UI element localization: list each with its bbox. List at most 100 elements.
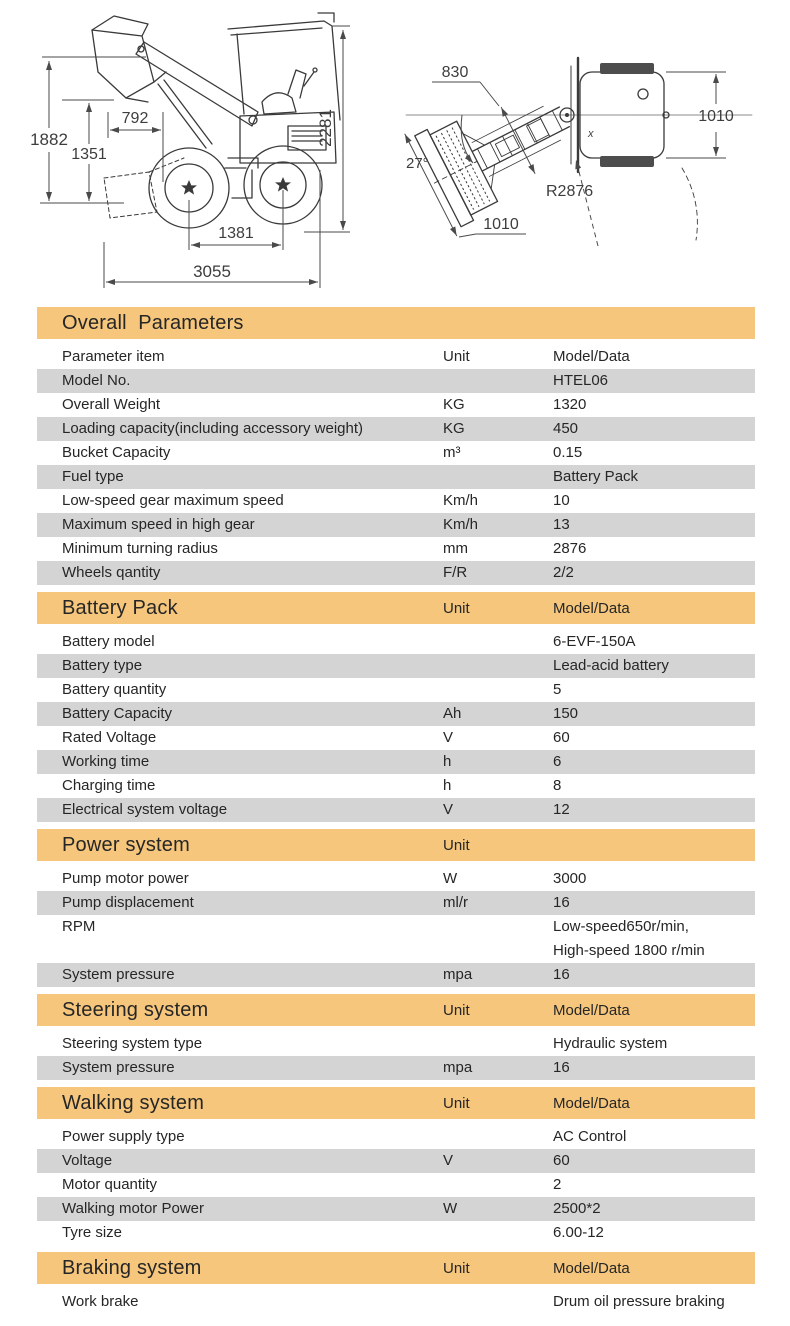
section-header: Battery Pack Unit Model/Data bbox=[37, 592, 755, 624]
table-row: Maximum speed in high gear Km/h 13 bbox=[37, 513, 755, 537]
param-value: 60 bbox=[553, 1152, 570, 1169]
param-value: 2500*2 bbox=[553, 1200, 601, 1217]
param-value: 8 bbox=[553, 777, 562, 794]
table-row: Charging time h 8 bbox=[37, 774, 755, 798]
param-label: Wheels qantity bbox=[62, 564, 161, 581]
param-unit: V bbox=[443, 1152, 454, 1169]
table-row: Wheels qantity F/R 2/2 bbox=[37, 561, 755, 585]
section-header: Power system Unit bbox=[37, 829, 755, 861]
loader-top-outline bbox=[404, 56, 753, 241]
spec-section: Braking system Unit Model/Data Work brak… bbox=[37, 1252, 755, 1314]
loader-side-view-drawing: 1882 1351 792 2281 1381 3055 bbox=[30, 12, 350, 288]
spec-section: Overall Parameters Parameter item Unit M… bbox=[37, 307, 755, 585]
param-label: Bucket Capacity bbox=[62, 444, 171, 461]
param-unit: W bbox=[443, 1200, 458, 1217]
section-title: Steering system bbox=[62, 998, 209, 1021]
section-data-label: Model/Data bbox=[553, 599, 630, 617]
param-label: Pump displacement bbox=[62, 894, 194, 911]
section-title: Power system bbox=[62, 833, 190, 856]
table-row: Pump motor power W 3000 bbox=[37, 867, 755, 891]
table-row: Bucket Capacity m³ 0.15 bbox=[37, 441, 755, 465]
spec-table: Overall Parameters Parameter item Unit M… bbox=[37, 307, 755, 1314]
section-unit-label: Unit bbox=[443, 1094, 470, 1112]
param-unit bbox=[443, 630, 553, 654]
param-unit bbox=[443, 369, 553, 393]
table-row: Battery type Lead-acid battery bbox=[37, 654, 755, 678]
rear-hub-star bbox=[275, 177, 291, 192]
param-value: 16 bbox=[553, 966, 570, 983]
param-value: 5 bbox=[553, 681, 562, 698]
param-label: Battery Capacity bbox=[62, 705, 173, 722]
param-unit: W bbox=[443, 870, 458, 887]
param-unit: h bbox=[443, 753, 452, 770]
technical-drawings: 1882 1351 792 2281 1381 3055 bbox=[0, 0, 790, 300]
param-value: 2 bbox=[553, 1176, 562, 1193]
section-data-label: Model/Data bbox=[553, 1259, 630, 1277]
param-value: Battery Pack bbox=[553, 468, 639, 485]
section-rows: Work brake Drum oil pressure braking bbox=[37, 1290, 755, 1314]
param-unit bbox=[443, 1221, 553, 1245]
param-unit: KG bbox=[443, 420, 465, 437]
param-label: Steering system type bbox=[62, 1035, 203, 1052]
param-value: 2/2 bbox=[553, 564, 574, 581]
spec-section: Steering system Unit Model/Data Steering… bbox=[37, 994, 755, 1080]
front-hub-star bbox=[181, 180, 197, 195]
param-label: Working time bbox=[62, 753, 150, 770]
param-unit bbox=[443, 678, 553, 702]
param-label: Pump motor power bbox=[62, 870, 189, 887]
table-row: Parameter item Unit Model/Data bbox=[37, 345, 755, 369]
param-unit: mpa bbox=[443, 1059, 473, 1076]
param-label: Minimum turning radius bbox=[62, 540, 218, 557]
param-label: Battery quantity bbox=[62, 681, 167, 698]
section-data-label: Model/Data bbox=[553, 1094, 630, 1112]
param-unit: mm bbox=[443, 540, 468, 557]
param-unit bbox=[443, 465, 553, 489]
param-unit bbox=[443, 1173, 553, 1197]
param-value: 6.00-12 bbox=[553, 1224, 604, 1241]
param-unit: V bbox=[443, 729, 454, 746]
param-value: 450 bbox=[553, 420, 579, 437]
table-row: Working time h 6 bbox=[37, 750, 755, 774]
dim-bucket-width-label: 1010 bbox=[483, 216, 519, 233]
dim-overall-width-label: 1010 bbox=[698, 108, 734, 125]
param-unit: ml/r bbox=[443, 894, 468, 911]
param-unit: F/R bbox=[443, 564, 468, 581]
table-row: Rated Voltage V 60 bbox=[37, 726, 755, 750]
param-value: 0.15 bbox=[553, 444, 583, 461]
table-row: Power supply type AC Control bbox=[37, 1125, 755, 1149]
dim-overall-height-label: 2281 bbox=[316, 109, 335, 147]
param-value: Lead-acid battery bbox=[553, 657, 669, 674]
dim-carriage-width-label: 830 bbox=[442, 64, 469, 81]
top-view-dimension-lines bbox=[432, 71, 726, 247]
section-title: Overall Parameters bbox=[62, 311, 244, 334]
table-row: Low-speed gear maximum speed Km/h 10 bbox=[37, 489, 755, 513]
param-value: 6-EVF-150A bbox=[553, 633, 636, 650]
table-row: Fuel type Battery Pack bbox=[37, 465, 755, 489]
param-value: 6 bbox=[553, 753, 562, 770]
param-unit: Unit bbox=[443, 348, 470, 365]
spec-section: Walking system Unit Model/Data Power sup… bbox=[37, 1087, 755, 1245]
param-unit: mpa bbox=[443, 966, 473, 983]
section-rows: Steering system type Hydraulic system Sy… bbox=[37, 1032, 755, 1080]
param-label: System pressure bbox=[62, 966, 175, 983]
param-unit: h bbox=[443, 777, 452, 794]
param-unit: V bbox=[443, 801, 454, 818]
dim-turning-radius-label: R2876 bbox=[546, 183, 593, 200]
section-data-label: Model/Data bbox=[553, 1001, 630, 1019]
table-row: Pump displacement ml/r 16 bbox=[37, 891, 755, 915]
param-value: 3000 bbox=[553, 870, 587, 887]
section-header: Walking system Unit Model/Data bbox=[37, 1087, 755, 1119]
param-unit: Km/h bbox=[443, 492, 479, 509]
param-unit bbox=[443, 1032, 553, 1056]
param-unit: Ah bbox=[443, 705, 462, 722]
param-value: 16 bbox=[553, 1059, 570, 1076]
param-label: Charging time bbox=[62, 777, 156, 794]
param-label: Tyre size bbox=[62, 1224, 123, 1241]
dim-hinge-height-label: 1882 bbox=[30, 130, 68, 149]
section-title: Battery Pack bbox=[62, 596, 178, 619]
param-value: Low-speed650r/min, High-speed 1800 r/min bbox=[553, 918, 705, 959]
param-value: 150 bbox=[553, 705, 579, 722]
param-value: AC Control bbox=[553, 1128, 627, 1145]
param-unit bbox=[443, 1125, 553, 1149]
param-label: Low-speed gear maximum speed bbox=[62, 492, 284, 509]
